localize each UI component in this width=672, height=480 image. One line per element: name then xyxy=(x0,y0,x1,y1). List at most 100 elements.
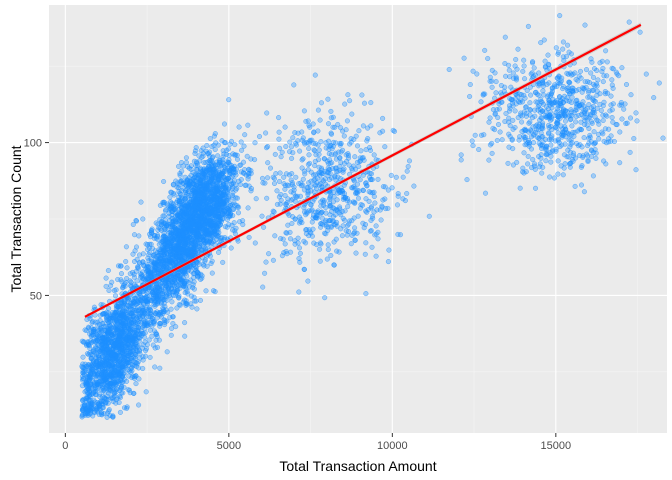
data-point xyxy=(276,178,282,185)
data-point xyxy=(382,144,388,150)
data-point xyxy=(487,142,493,148)
data-point xyxy=(170,320,176,327)
data-point xyxy=(316,182,323,188)
data-point xyxy=(161,213,167,219)
data-point xyxy=(469,138,475,144)
data-point xyxy=(206,215,212,221)
data-point xyxy=(173,219,179,225)
data-point xyxy=(154,331,160,337)
data-point xyxy=(150,315,156,322)
data-point xyxy=(163,235,169,241)
data-point xyxy=(234,203,240,209)
data-point xyxy=(317,246,323,252)
data-point xyxy=(360,220,366,226)
data-point xyxy=(147,304,153,310)
data-point xyxy=(228,245,234,251)
data-point xyxy=(333,236,339,242)
data-point xyxy=(256,133,263,140)
data-point xyxy=(363,208,369,214)
data-point xyxy=(363,180,369,186)
data-point xyxy=(621,106,627,112)
data-point xyxy=(353,250,359,256)
data-point xyxy=(305,167,311,173)
data-point xyxy=(282,192,288,199)
data-point xyxy=(204,185,210,191)
data-point xyxy=(378,217,384,223)
data-point xyxy=(146,245,152,251)
data-point xyxy=(591,129,597,135)
data-point xyxy=(168,221,174,227)
data-point xyxy=(168,189,174,195)
data-point xyxy=(495,121,502,128)
data-point xyxy=(147,354,153,360)
data-point xyxy=(208,222,214,228)
data-point xyxy=(92,326,98,332)
data-point xyxy=(354,143,361,149)
data-point xyxy=(208,174,215,180)
data-point xyxy=(106,326,112,333)
data-point xyxy=(174,271,181,277)
data-point xyxy=(200,145,206,151)
data-point xyxy=(155,221,161,227)
data-point xyxy=(161,178,167,185)
data-point xyxy=(328,130,334,136)
data-point xyxy=(106,408,112,414)
data-point xyxy=(194,306,200,312)
data-point xyxy=(525,161,531,167)
data-point xyxy=(133,218,140,224)
data-point xyxy=(333,177,339,183)
data-point xyxy=(136,402,142,408)
data-point xyxy=(343,152,349,158)
data-point xyxy=(586,135,592,141)
data-point xyxy=(315,107,321,113)
data-point xyxy=(356,128,362,134)
data-point xyxy=(149,333,155,339)
data-point xyxy=(634,118,640,124)
data-point xyxy=(341,194,347,200)
data-point xyxy=(333,207,339,213)
data-point xyxy=(209,158,215,164)
data-point xyxy=(326,151,332,157)
data-point xyxy=(311,147,317,153)
data-point xyxy=(86,387,92,393)
data-point xyxy=(198,202,204,208)
data-point xyxy=(155,285,161,291)
data-point xyxy=(397,232,404,238)
data-point xyxy=(248,156,254,162)
data-point xyxy=(232,228,238,234)
data-point xyxy=(116,315,122,321)
data-point xyxy=(246,173,252,179)
data-point xyxy=(208,237,214,243)
data-point xyxy=(328,209,335,215)
data-point xyxy=(109,380,115,386)
data-point xyxy=(246,234,252,240)
data-point xyxy=(196,184,202,190)
data-point xyxy=(253,196,259,202)
data-point xyxy=(323,210,329,216)
data-point xyxy=(388,172,394,178)
data-point xyxy=(283,171,289,177)
data-point xyxy=(358,148,364,154)
data-point xyxy=(493,90,499,96)
data-point xyxy=(344,232,350,238)
data-point xyxy=(277,170,283,176)
data-point xyxy=(108,336,114,342)
data-point xyxy=(522,76,528,82)
data-point xyxy=(222,165,229,171)
data-point xyxy=(126,387,133,393)
data-point xyxy=(579,163,585,169)
data-point xyxy=(190,228,196,234)
data-point xyxy=(368,123,374,129)
data-point xyxy=(140,365,146,372)
data-point xyxy=(163,239,170,245)
data-point xyxy=(363,291,369,297)
data-point xyxy=(325,246,331,253)
data-point xyxy=(121,405,128,411)
data-point xyxy=(154,301,161,307)
data-point xyxy=(325,121,332,127)
data-point xyxy=(521,150,527,156)
data-point xyxy=(196,231,202,237)
data-point xyxy=(113,400,119,406)
data-point xyxy=(458,152,464,158)
data-point xyxy=(183,284,189,290)
